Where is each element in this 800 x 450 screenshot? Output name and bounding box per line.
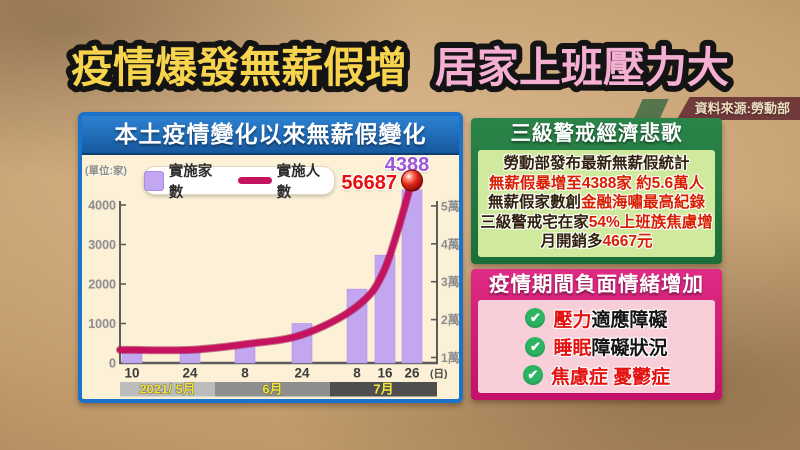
peak-people-value: 56687 xyxy=(341,172,397,194)
legend-label: 實施家數 xyxy=(168,163,213,201)
right-tick-label: 5萬 xyxy=(441,198,459,213)
month-band-label: 6月 xyxy=(262,382,282,397)
emotion-panel-body: ✔ 壓力適應障礙 ✔ 睡眠障礙狀況 ✔ 焦慮症 憂鬱症 xyxy=(478,300,715,393)
x-tick-label: 24 xyxy=(294,366,310,381)
legend-item-people: 實施人數 xyxy=(238,160,334,202)
source-label: 資料來源:勞動部 xyxy=(676,97,800,120)
line-people-shadow xyxy=(116,176,416,355)
month-band-label: 2021/ 5月 xyxy=(139,382,195,397)
x-axis-unit: (日) xyxy=(430,368,448,380)
emotion-panel: 疫情期間負面情緒增加 ✔ 壓力適應障礙 ✔ 睡眠障礙狀況 ✔ 焦慮症 憂鬱症 xyxy=(471,269,722,400)
peak-marker-icon xyxy=(401,169,423,192)
alert-panel-body: 勞動部發布最新無薪假統計 無薪假暴增至4388家 約5.6萬人 無薪假家數創金融海嘯… xyxy=(478,150,715,257)
stat-line: 無薪假暴增至4388家 約5.6萬人 xyxy=(488,174,705,192)
month-band xyxy=(330,382,437,397)
stat-line: 無薪假家數創金融海嘯最高紀錄 xyxy=(487,194,706,212)
right-tick-label: 2萬 xyxy=(441,312,459,327)
chart-plot: 2021/ 5月 6月 7月 0 1000 2000 3000 4000 1萬 2萬 3萬 4萬 5萬 1… xyxy=(87,169,459,397)
month-band xyxy=(215,382,330,397)
x-tick-label: 8 xyxy=(353,366,361,381)
alert-panel: 三級警戒經濟悲歌 勞動部發布最新無薪假統計 無薪假暴增至4388家 約5.6萬人無… xyxy=(471,118,722,264)
emotion-item: ✔ 睡眠障礙狀況 xyxy=(478,333,715,360)
alert-panel-title: 三級警戒經濟悲歌 xyxy=(510,122,683,145)
line-swatch-icon xyxy=(238,177,272,184)
left-tick-label: 4000 xyxy=(88,199,116,213)
stat-line: 三級警戒宅在家54%上班族焦慮增 xyxy=(480,213,713,231)
stat-line: 月開銷多4667元 xyxy=(540,233,653,251)
left-tick-label: 2000 xyxy=(88,278,116,292)
chart-legend: 實施家數 實施人數 xyxy=(143,164,335,201)
x-tick-label: 24 xyxy=(182,366,198,381)
x-tick-label: 10 xyxy=(124,366,139,381)
left-tick-label: 1000 xyxy=(88,317,116,331)
left-tick-label: 0 xyxy=(109,357,116,371)
right-tick-label: 3萬 xyxy=(441,274,459,289)
legend-item-companies: 實施家數 xyxy=(144,160,226,202)
peak-companies-value: 4388 xyxy=(384,154,430,176)
emotion-panel-title: 疫情期間負面情緒增加 xyxy=(489,273,704,296)
x-tick-label: 26 xyxy=(404,366,420,381)
right-tick-label: 1萬 xyxy=(441,350,459,365)
headline-part2: 居家上班壓力大 xyxy=(435,44,729,91)
stat-line: 勞動部發布最新無薪假統計 xyxy=(503,155,690,172)
right-tick-label: 4萬 xyxy=(441,236,459,251)
check-icon: ✔ xyxy=(522,365,543,385)
check-icon: ✔ xyxy=(525,308,546,328)
x-tick-label: 16 xyxy=(377,366,393,381)
chart-title: 本土疫情變化以來無薪假變化 xyxy=(82,116,459,155)
headline: 疫情爆發無薪假增 居家上班壓力大 xyxy=(65,38,735,97)
emotion-item: ✔ 壓力適應障礙 xyxy=(478,305,715,332)
left-tick-label: 3000 xyxy=(88,238,116,252)
chart-panel: 本土疫情變化以來無薪假變化 (單位:家) 實施家數 實施人數 4388 5668… xyxy=(78,112,463,403)
month-band xyxy=(120,382,215,397)
month-band-label: 7月 xyxy=(373,382,393,397)
chart-body: (單位:家) 實施家數 實施人數 4388 56687 2021/ 5月 6月 7月… xyxy=(82,154,459,399)
line-people xyxy=(117,177,415,354)
emotion-item: ✔ 焦慮症 憂鬱症 xyxy=(478,362,715,389)
x-tick-label: 8 xyxy=(241,366,249,381)
bar-swatch-icon xyxy=(144,170,164,191)
headline-part1: 疫情爆發無薪假增 xyxy=(71,44,407,91)
headline-text: 疫情爆發無薪假增 居家上班壓力大 xyxy=(71,44,729,91)
unit-note: (單位:家) xyxy=(85,165,127,177)
check-icon: ✔ xyxy=(525,336,546,357)
legend-label: 實施人數 xyxy=(276,163,321,201)
